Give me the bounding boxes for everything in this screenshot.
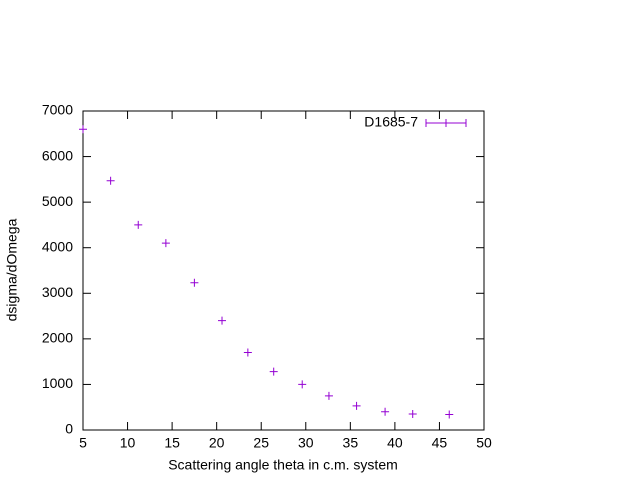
- x-tick-label: 5: [79, 435, 87, 451]
- x-tick-label: 10: [120, 435, 136, 451]
- x-tick-label: 45: [432, 435, 448, 451]
- y-tick-label: 7000: [42, 102, 73, 118]
- x-tick-label: 15: [164, 435, 180, 451]
- x-tick-label: 20: [209, 435, 225, 451]
- y-tick-label: 5000: [42, 193, 73, 209]
- data-point: [324, 391, 333, 400]
- data-point: [190, 278, 199, 287]
- data-point: [269, 367, 278, 376]
- x-tick-label: 40: [387, 435, 403, 451]
- y-tick-label: 4000: [42, 238, 73, 254]
- x-axis-label: Scattering angle theta in c.m. system: [168, 457, 398, 473]
- y-tick-label: 1000: [42, 375, 73, 391]
- data-point: [298, 380, 307, 389]
- data-point: [381, 407, 390, 416]
- x-tick-label: 35: [343, 435, 359, 451]
- data-point: [106, 176, 115, 185]
- x-tick-label: 25: [253, 435, 269, 451]
- plot-border: [82, 110, 485, 431]
- y-tick-label: 3000: [42, 284, 73, 300]
- data-point: [218, 316, 227, 325]
- data-point: [352, 401, 361, 410]
- data-point: [408, 410, 417, 419]
- legend-swatch: [425, 119, 467, 127]
- x-tick-label: 50: [476, 435, 492, 451]
- x-tick-label: 30: [298, 435, 314, 451]
- data-point: [445, 410, 454, 419]
- data-point: [243, 348, 252, 357]
- y-tick-label: 0: [65, 421, 73, 437]
- legend-label: D1685-7: [364, 114, 418, 130]
- y-tick-label: 6000: [42, 147, 73, 163]
- data-point: [161, 239, 170, 248]
- data-point: [79, 125, 87, 134]
- y-axis-label: dsigma/dOmega: [4, 218, 20, 321]
- data-point: [134, 220, 143, 229]
- y-tick-label: 2000: [42, 330, 73, 346]
